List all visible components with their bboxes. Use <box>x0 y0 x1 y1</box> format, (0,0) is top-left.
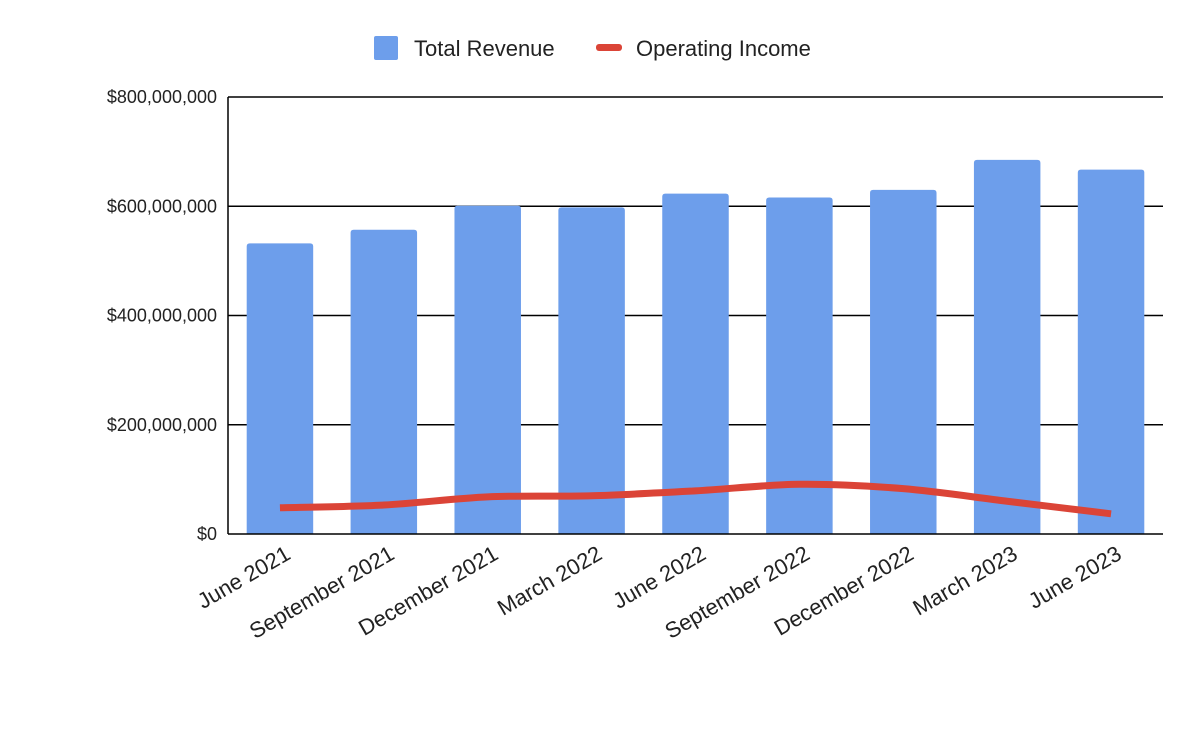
bar-series-total-revenue <box>247 160 1145 534</box>
bar <box>247 243 313 534</box>
bar <box>351 230 417 534</box>
y-tick-label: $600,000,000 <box>107 196 217 216</box>
bar <box>1078 170 1144 534</box>
y-axis-tick-labels: $0 $200,000,000 $400,000,000 $600,000,000 $8… <box>107 87 217 544</box>
bar <box>558 207 624 534</box>
x-tick-label: March 2023 <box>909 541 1022 621</box>
legend-label-total-revenue: Total Revenue <box>414 36 555 61</box>
bar <box>662 194 728 534</box>
x-tick-label: March 2022 <box>493 541 606 621</box>
y-tick-label: $200,000,000 <box>107 415 217 435</box>
bar <box>454 206 520 534</box>
y-tick-label: $800,000,000 <box>107 87 217 107</box>
x-tick-label: June 2023 <box>1024 541 1125 614</box>
y-tick-label: $400,000,000 <box>107 306 217 326</box>
legend-swatch-operating-income <box>596 44 622 51</box>
legend-label-operating-income: Operating Income <box>636 36 811 61</box>
bar <box>870 190 936 534</box>
y-tick-label: $0 <box>197 524 217 544</box>
bar <box>974 160 1040 534</box>
legend-swatch-total-revenue <box>374 36 398 60</box>
legend: Total Revenue Operating Income <box>374 36 811 61</box>
